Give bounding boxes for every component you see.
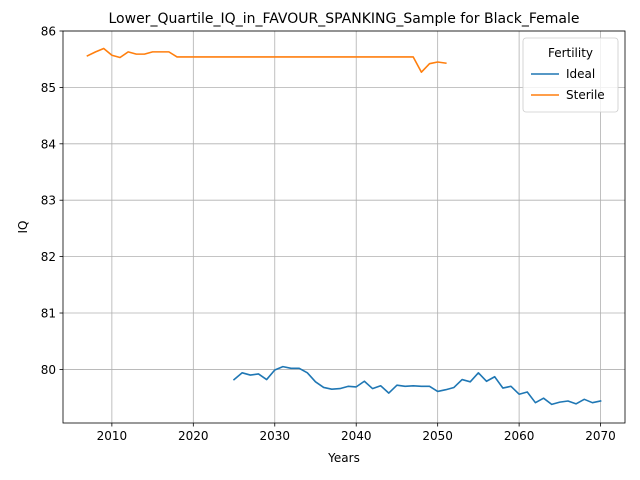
legend-items: Ideal Sterile bbox=[531, 67, 605, 102]
x-tick-label: 2030 bbox=[259, 429, 290, 443]
legend-title: Fertility bbox=[548, 46, 593, 60]
series-lines bbox=[86, 47, 602, 406]
y-tick-label: 86 bbox=[41, 25, 56, 39]
axis-ticks: 2010 2020 2030 2040 2050 2060 2070 80 81 82 83 84 85… bbox=[41, 25, 616, 444]
chart-title: Lower_Quartile_IQ_in_FAVOUR_SPANKING_Sam… bbox=[109, 11, 580, 27]
legend: Fertility Ideal Sterile bbox=[522, 37, 619, 113]
series-line-ideal bbox=[232, 365, 602, 406]
x-tick-label: 2040 bbox=[341, 429, 372, 443]
y-tick-label: 85 bbox=[41, 81, 56, 95]
y-axis-label: IQ bbox=[16, 221, 30, 234]
y-tick-label: 82 bbox=[41, 250, 56, 264]
x-tick-label: 2020 bbox=[178, 429, 209, 443]
legend-box bbox=[522, 37, 619, 113]
x-tick-label: 2070 bbox=[585, 429, 616, 443]
x-tick-label: 2060 bbox=[504, 429, 535, 443]
x-axis-label: Years bbox=[327, 451, 360, 465]
legend-label-ideal: Ideal bbox=[566, 67, 595, 81]
legend-label-sterile: Sterile bbox=[566, 88, 605, 102]
y-tick-label: 84 bbox=[41, 137, 56, 151]
x-tick-label: 2010 bbox=[97, 429, 128, 443]
y-tick-label: 81 bbox=[41, 307, 56, 321]
series-line-sterile bbox=[86, 47, 447, 73]
y-tick-label: 80 bbox=[41, 363, 56, 377]
x-tick-label: 2050 bbox=[422, 429, 453, 443]
plot-frame bbox=[62, 30, 626, 424]
y-tick-label: 83 bbox=[41, 194, 56, 208]
